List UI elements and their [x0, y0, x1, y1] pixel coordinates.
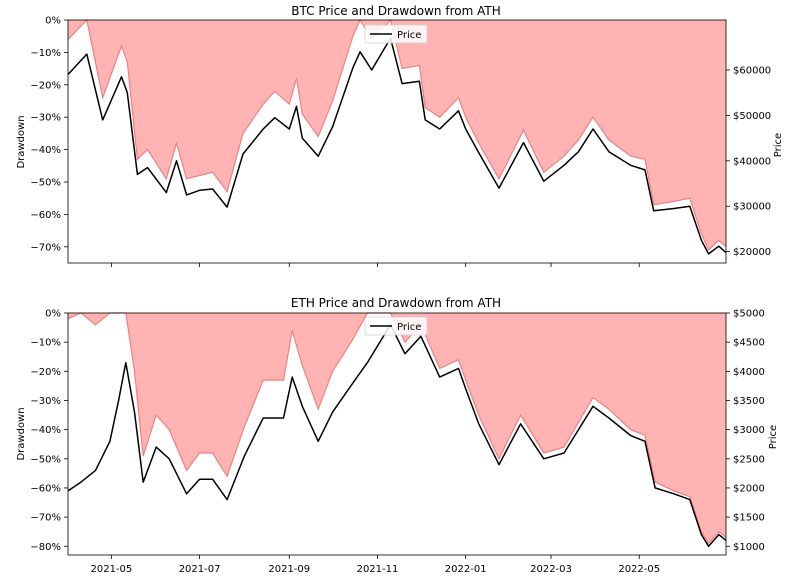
y-tick-label-left: −20%	[30, 367, 61, 378]
y-axis-label-left: Drawdown	[16, 407, 27, 460]
plot-area: 0% −10% −20% −30% −40% −50% −60% −70% $20000 $300…	[30, 16, 771, 267]
x-tick-label: 2021-05	[90, 564, 132, 575]
plot-area: 0% −10% −20% −30% −40% −50% −60% −70% −80% $1000 $…	[30, 309, 765, 559]
y-tick-label-left: −70%	[30, 242, 61, 253]
y-tick-label-right: $3500	[733, 396, 765, 407]
y-tick-label-right: $50000	[733, 111, 771, 122]
y-tick-label-right: $4000	[733, 367, 765, 378]
legend: Price	[364, 316, 428, 336]
chart-title: BTC Price and Drawdown from ATH	[291, 4, 500, 18]
y-tick-label-left: −40%	[30, 425, 61, 436]
legend-price-label: Price	[397, 30, 421, 41]
legend: Price	[364, 24, 428, 44]
x-tick-label: 2022-03	[530, 564, 572, 575]
y-tick-label-right: $4500	[733, 338, 765, 349]
price-line	[67, 37, 727, 255]
y-tick-label-right: $1500	[733, 513, 765, 524]
x-tick-label: 2021-11	[357, 564, 399, 575]
y-tick-label-left: −70%	[30, 513, 61, 524]
y-tick-label-right: $2500	[733, 454, 765, 465]
y-tick-label-left: −60%	[30, 210, 61, 221]
y-tick-label-left: −50%	[30, 454, 61, 465]
y-tick-label-left: −50%	[30, 178, 61, 189]
legend-price-label: Price	[397, 322, 421, 333]
x-tick-label: 2022-01	[445, 564, 487, 575]
y-tick-label-right: $1000	[733, 542, 765, 553]
y-tick-label-left: −10%	[30, 338, 61, 349]
y-tick-label-right: $3000	[733, 425, 765, 436]
chart-title: ETH Price and Drawdown from ATH	[291, 296, 501, 310]
eth-chart-panel: ETH Price and Drawdown from ATH Drawdown…	[16, 296, 779, 559]
y-tick-label-right: $60000	[733, 65, 771, 76]
x-axis: 2021-05 2021-07 2021-09 2021-11 2022-01 2022-…	[90, 564, 660, 575]
legend-box	[364, 316, 428, 336]
y-axis-label-right: Price	[773, 133, 784, 157]
y-tick-label-left: 0%	[45, 16, 61, 27]
y-tick-label-right: $40000	[733, 156, 771, 167]
y-axis-label-left: Drawdown	[16, 115, 27, 168]
price-line	[67, 323, 727, 548]
y-tick-label-left: −80%	[30, 542, 61, 553]
y-tick-label-right: $30000	[733, 202, 771, 213]
y-tick-label-right: $20000	[733, 247, 771, 258]
y-tick-label-left: −30%	[30, 113, 61, 124]
y-tick-label-left: −60%	[30, 483, 61, 494]
axes-frame	[67, 312, 727, 556]
axes-frame	[67, 19, 727, 264]
x-tick-label: 2021-09	[268, 564, 310, 575]
y-tick-label-left: 0%	[45, 309, 61, 320]
y-tick-label-right: $2000	[733, 483, 765, 494]
btc-chart-panel: BTC Price and Drawdown from ATH Drawdown…	[16, 4, 784, 267]
y-tick-label-left: −10%	[30, 48, 61, 59]
x-tick-label: 2021-07	[179, 564, 221, 575]
y-tick-label-left: −40%	[30, 145, 61, 156]
y-tick-label-left: −30%	[30, 396, 61, 407]
legend-box	[364, 24, 428, 44]
drawdown-area	[68, 20, 726, 250]
y-tick-label-left: −20%	[30, 80, 61, 91]
y-axis-label-right: Price	[768, 425, 779, 449]
drawdown-area	[68, 313, 726, 544]
y-tick-label-right: $5000	[733, 309, 765, 320]
x-tick-label: 2022-05	[618, 564, 660, 575]
